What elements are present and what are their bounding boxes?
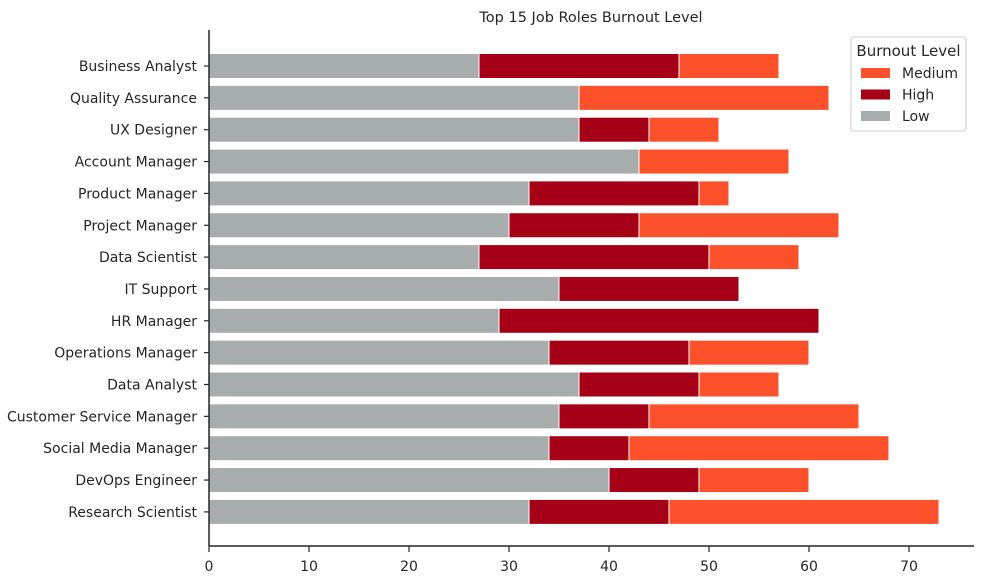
- bar-low-9: [208, 339, 550, 366]
- y-tick-label: Account Manager: [75, 155, 198, 171]
- bar-low-10: [208, 371, 580, 398]
- chart-title: Top 15 Job Roles Burnout Level: [478, 10, 702, 26]
- y-tick-label: Business Analyst: [79, 59, 198, 75]
- bar-medium-10: [698, 371, 780, 398]
- y-tick-label: IT Support: [125, 282, 198, 298]
- bar-high-4: [528, 180, 700, 207]
- x-axis: 0 10 20 30 40 50 60 70: [205, 545, 974, 575]
- y-tick-label: UX Designer: [110, 123, 197, 139]
- bar-medium-1: [578, 84, 830, 111]
- bar-low-14: [208, 498, 530, 525]
- bar-high-9: [548, 339, 690, 366]
- bar-high-11: [558, 403, 650, 430]
- bar-low-7: [208, 275, 560, 302]
- bar-low-12: [208, 435, 550, 462]
- y-tick-label: Quality Assurance: [70, 91, 197, 107]
- legend: Burnout Level Medium High Low: [850, 36, 967, 132]
- bar-medium-9: [688, 339, 810, 366]
- bar-medium-6: [708, 244, 800, 271]
- x-tick-label: 10: [300, 559, 318, 575]
- bar-high-14: [528, 498, 670, 525]
- y-tick-label: Data Scientist: [99, 250, 198, 266]
- bar-high-6: [478, 244, 710, 271]
- x-tick-label: 70: [900, 559, 918, 575]
- x-tick-label: 40: [600, 559, 618, 575]
- bar-medium-3: [638, 148, 790, 175]
- x-tick-label: 50: [700, 559, 718, 575]
- y-tick-label: DevOps Engineer: [75, 473, 197, 489]
- y-tick-label: Social Media Manager: [43, 441, 197, 457]
- bar-low-1: [208, 84, 580, 111]
- bar-low-8: [208, 307, 500, 334]
- y-tick-label: HR Manager: [111, 314, 197, 330]
- legend-label-low: Low: [902, 109, 930, 125]
- y-axis: Business Analyst Quality Assurance UX Desi…: [7, 30, 210, 546]
- bar-medium-14: [668, 498, 940, 525]
- legend-swatch-low: [861, 111, 890, 121]
- legend-title: Burnout Level: [856, 42, 960, 60]
- bar-low-0: [208, 53, 480, 79]
- x-tick-label: 20: [400, 559, 418, 575]
- y-tick-label: Operations Manager: [54, 346, 197, 362]
- bar-high-0: [478, 53, 680, 79]
- legend-label-medium: Medium: [902, 66, 958, 82]
- x-tick-label: 0: [205, 559, 214, 575]
- legend-swatch-high: [861, 89, 890, 100]
- bar-medium-0: [678, 53, 780, 79]
- x-tick-label: 60: [800, 559, 818, 575]
- bar-medium-2: [648, 116, 720, 143]
- bar-low-11: [208, 403, 560, 430]
- bar-low-3: [208, 148, 640, 175]
- x-tick-label: 30: [500, 559, 518, 575]
- legend-swatch-medium: [861, 68, 890, 78]
- y-tick-label: Research Scientist: [68, 505, 197, 521]
- bar-medium-13: [698, 467, 810, 494]
- legend-box: [850, 36, 967, 132]
- bar-high-8: [498, 307, 820, 334]
- bar-high-7: [558, 275, 740, 302]
- bar-medium-4: [698, 180, 730, 207]
- bar-high-5: [508, 212, 640, 239]
- y-tick-label: Project Manager: [83, 218, 197, 234]
- bar-medium-12: [628, 435, 890, 462]
- bar-low-5: [208, 212, 510, 239]
- legend-label-high: High: [902, 88, 934, 104]
- y-tick-label: Data Analyst: [107, 378, 197, 394]
- bar-low-2: [208, 116, 580, 143]
- y-tick-label: Customer Service Manager: [7, 409, 197, 425]
- y-tick-label: Product Manager: [78, 186, 197, 202]
- bar-medium-11: [648, 403, 860, 430]
- bar-low-6: [208, 244, 480, 271]
- bar-high-13: [608, 467, 700, 494]
- bar-low-13: [208, 467, 610, 494]
- bar-low-4: [208, 180, 530, 207]
- bar-high-12: [548, 435, 630, 462]
- bars-group: [208, 53, 940, 525]
- bar-medium-5: [638, 212, 840, 239]
- bar-high-10: [578, 371, 700, 398]
- bar-high-2: [578, 116, 650, 143]
